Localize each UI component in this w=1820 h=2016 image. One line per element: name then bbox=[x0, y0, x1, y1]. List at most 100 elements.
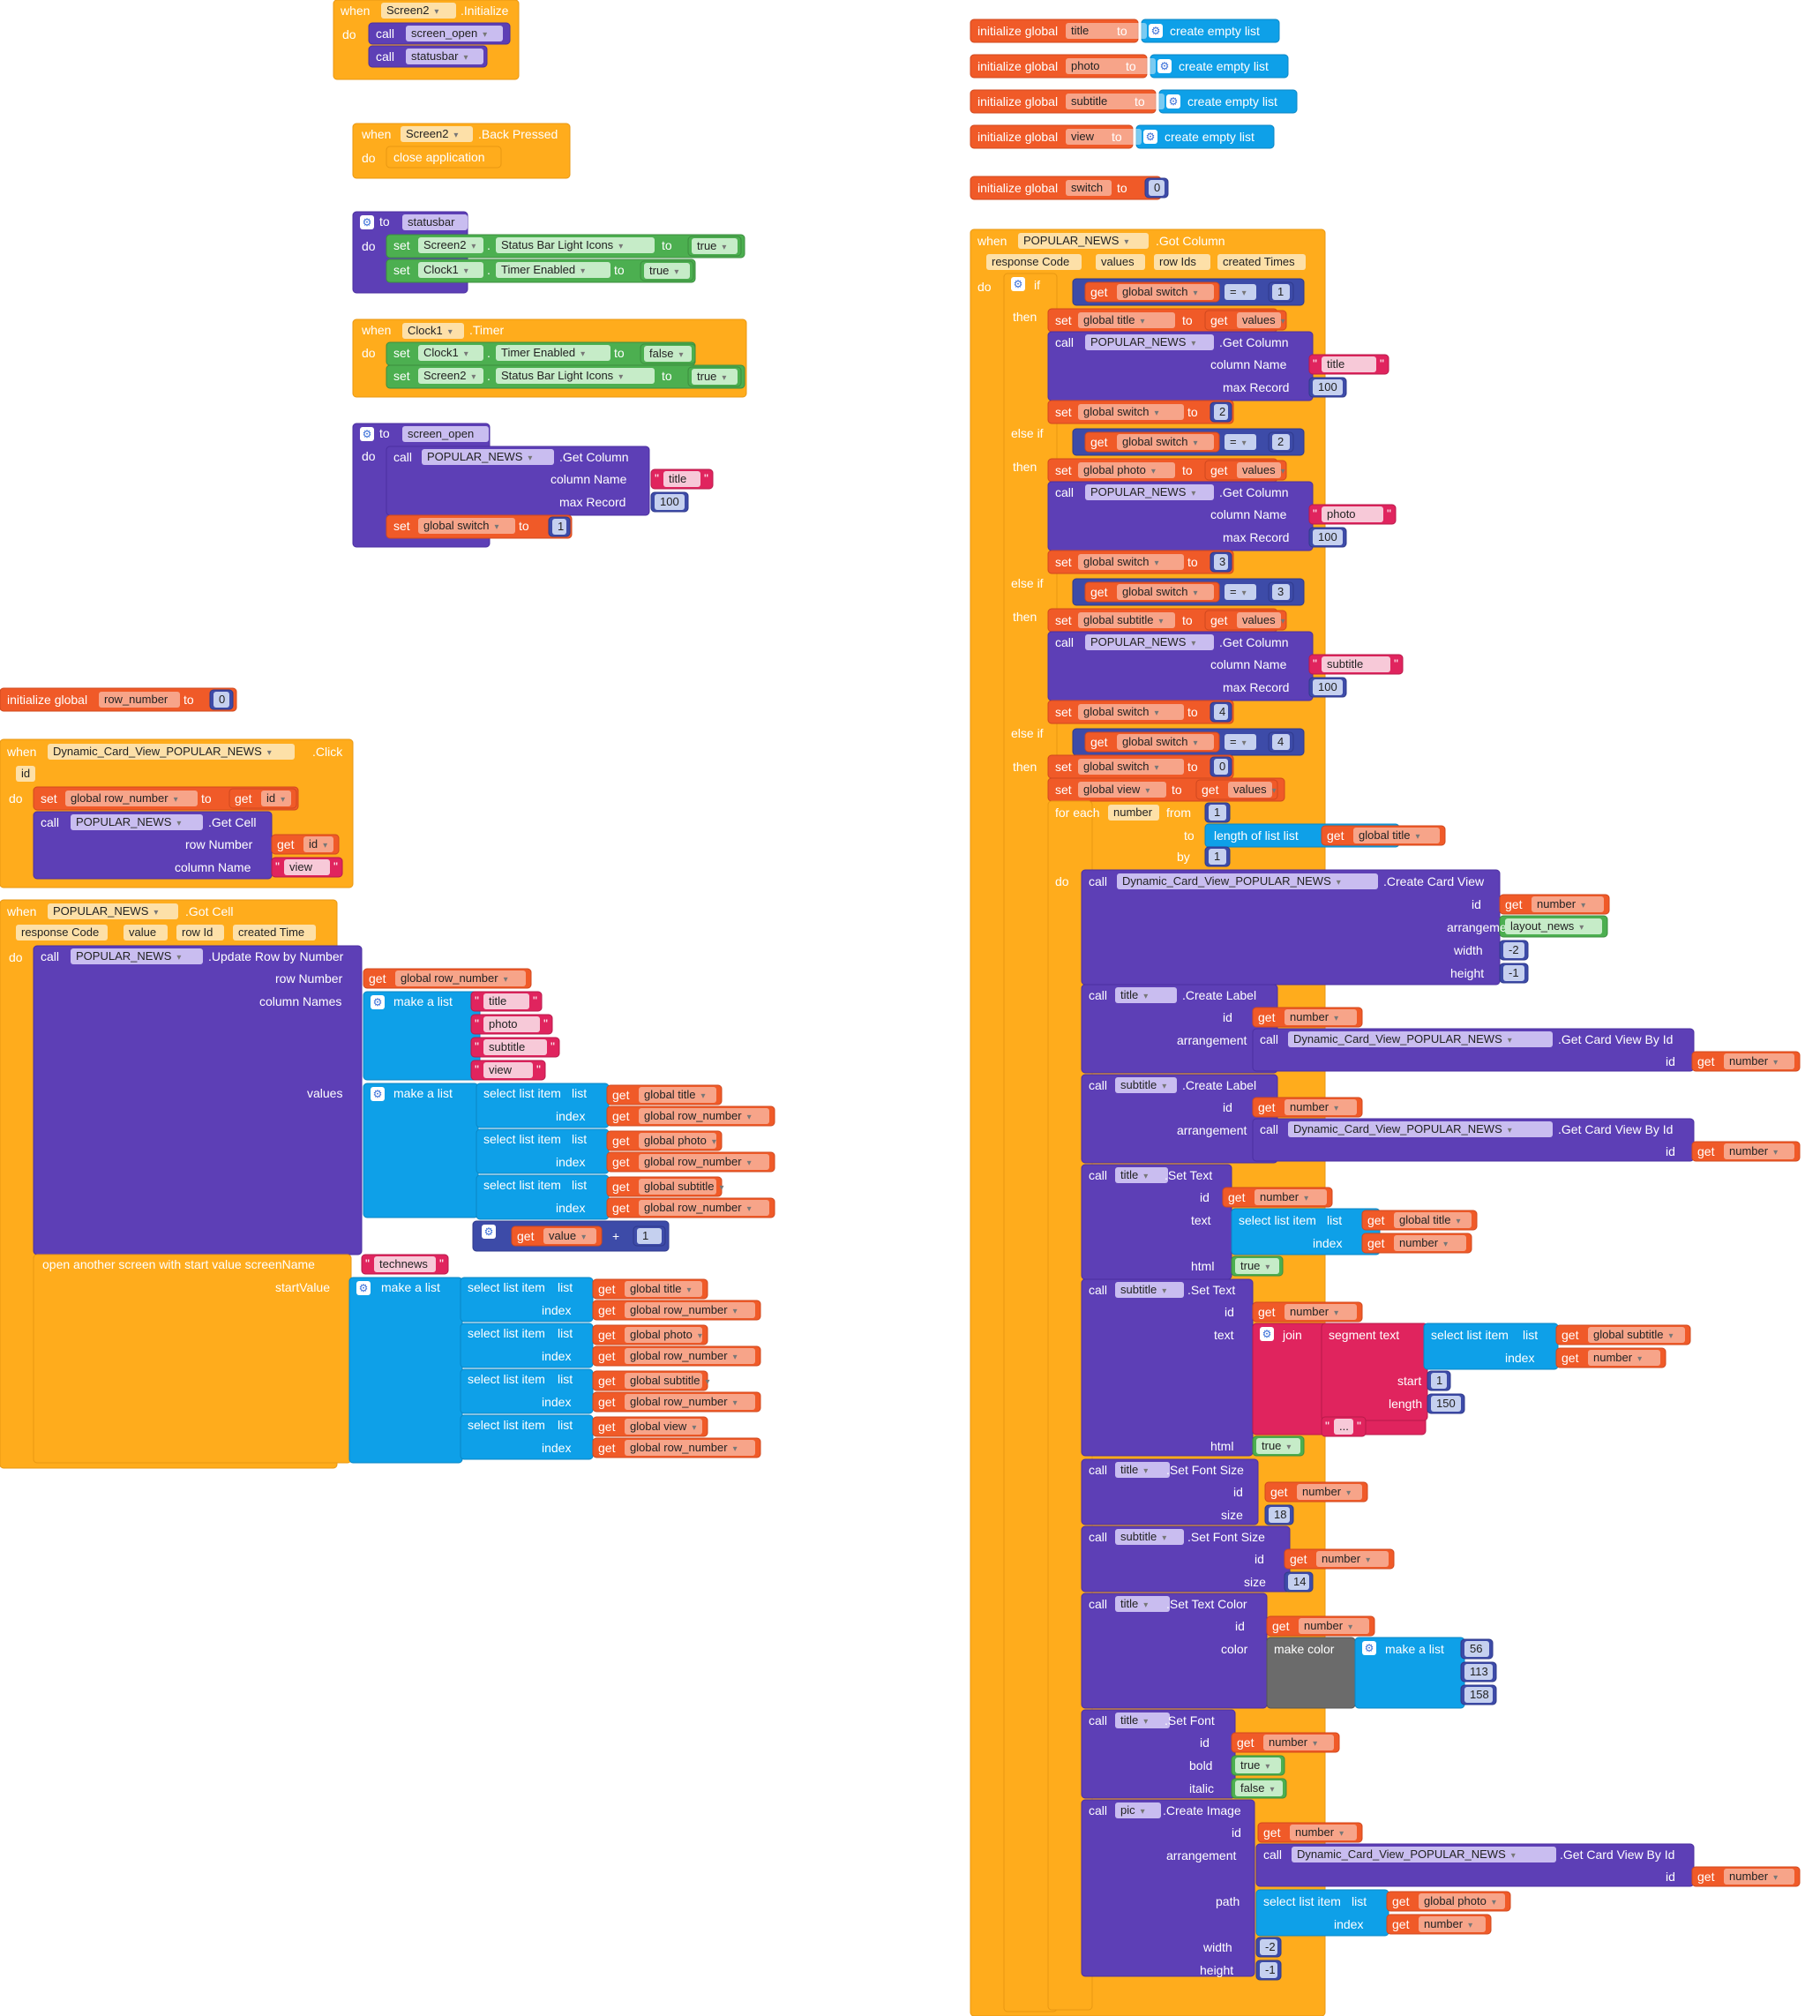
variable-dropdown[interactable]: values bbox=[1237, 312, 1281, 328]
component-dropdown[interactable]: Dynamic_Card_View_POPULAR_NEWS bbox=[1288, 1031, 1553, 1047]
variable-dropdown[interactable]: global row_number bbox=[639, 1200, 769, 1216]
variable-name-field[interactable]: subtitle bbox=[1066, 94, 1165, 109]
event-param[interactable]: value bbox=[124, 925, 168, 941]
variable-dropdown[interactable]: global title bbox=[1078, 312, 1175, 328]
variable-dropdown[interactable]: global row_number bbox=[625, 1348, 755, 1364]
init-global-list[interactable] bbox=[970, 19, 1139, 43]
variable-dropdown[interactable]: global photo bbox=[1419, 1893, 1505, 1909]
component-dropdown[interactable]: POPULAR_NEWS bbox=[1085, 334, 1214, 350]
mutator-gear-icon[interactable]: ⚙ bbox=[1260, 1327, 1274, 1341]
number-field[interactable]: 100 bbox=[1313, 679, 1343, 695]
number-field[interactable]: -2 bbox=[1260, 1939, 1277, 1955]
variable-dropdown[interactable]: number bbox=[1290, 1825, 1357, 1840]
variable-dropdown[interactable]: global photo bbox=[639, 1133, 716, 1149]
text-field[interactable]: technews bbox=[374, 1256, 436, 1272]
event-param[interactable]: values bbox=[1096, 254, 1145, 270]
component-dropdown[interactable]: subtitle bbox=[1115, 1529, 1184, 1545]
select-list-item-block[interactable] bbox=[460, 1368, 594, 1414]
component-dropdown[interactable]: Screen2 bbox=[418, 237, 483, 253]
number-field[interactable]: 100 bbox=[655, 494, 685, 510]
number-field[interactable]: 100 bbox=[1313, 529, 1343, 545]
number-field[interactable]: -2 bbox=[1503, 942, 1524, 958]
variable-dropdown[interactable]: number bbox=[1724, 1869, 1794, 1885]
mutator-gear-icon[interactable]: ⚙ bbox=[1011, 277, 1025, 291]
number-field[interactable]: 158 bbox=[1464, 1687, 1493, 1703]
component-dropdown[interactable]: subtitle bbox=[1115, 1077, 1177, 1093]
variable-dropdown[interactable]: global subtitle bbox=[639, 1179, 716, 1195]
number-field[interactable]: -1 bbox=[1260, 1962, 1277, 1978]
variable-dropdown[interactable]: values bbox=[1237, 462, 1281, 478]
select-list-item-block[interactable] bbox=[1231, 1208, 1381, 1255]
variable-dropdown[interactable]: global switch bbox=[1078, 704, 1184, 720]
event-param[interactable]: row Id bbox=[176, 925, 224, 941]
text-field[interactable]: subtitle bbox=[483, 1039, 547, 1055]
number-field[interactable]: 1 bbox=[1431, 1373, 1447, 1389]
select-list-item-block[interactable] bbox=[460, 1414, 594, 1460]
component-dropdown[interactable]: title bbox=[1115, 1712, 1170, 1728]
text-field[interactable]: view bbox=[483, 1062, 533, 1078]
mutator-gear-icon[interactable]: ⚙ bbox=[1166, 94, 1180, 109]
number-field[interactable]: 113 bbox=[1464, 1664, 1493, 1680]
event-param[interactable]: response Code bbox=[986, 254, 1082, 270]
variable-dropdown[interactable]: number bbox=[1419, 1916, 1486, 1932]
variable-dropdown[interactable]: global row_number bbox=[625, 1440, 755, 1456]
variable-dropdown[interactable]: global title bbox=[625, 1281, 702, 1297]
component-dropdown[interactable]: layout_news bbox=[1505, 918, 1602, 934]
variable-dropdown[interactable]: number bbox=[1316, 1551, 1389, 1567]
variable-dropdown[interactable]: global switch bbox=[1078, 759, 1184, 775]
variable-dropdown[interactable]: id bbox=[261, 791, 291, 806]
close-application-block[interactable] bbox=[386, 146, 502, 169]
select-list-item-block[interactable] bbox=[1423, 1323, 1559, 1370]
number-field[interactable]: 0 bbox=[213, 692, 229, 708]
event-param[interactable]: created Times bbox=[1217, 254, 1306, 270]
boolean-dropdown[interactable]: false bbox=[644, 346, 692, 362]
mutator-gear-icon[interactable]: ⚙ bbox=[371, 995, 385, 1009]
variable-dropdown[interactable]: number bbox=[1263, 1735, 1334, 1750]
variable-dropdown[interactable]: number bbox=[1394, 1235, 1466, 1251]
create-empty-list[interactable] bbox=[1158, 89, 1298, 114]
variable-dropdown[interactable]: values bbox=[1237, 612, 1281, 628]
variable-dropdown[interactable]: global photo bbox=[625, 1327, 702, 1343]
mutator-gear-icon[interactable]: ⚙ bbox=[1143, 130, 1157, 144]
boolean-dropdown[interactable]: true bbox=[1235, 1757, 1281, 1773]
variable-dropdown[interactable]: global switch bbox=[1117, 734, 1214, 750]
component-dropdown[interactable]: Dynamic_Card_View_POPULAR_NEWS bbox=[1292, 1847, 1556, 1862]
text-field[interactable]: view bbox=[284, 859, 330, 875]
variable-dropdown[interactable]: global photo bbox=[1078, 462, 1175, 478]
number-field[interactable]: 3 bbox=[1214, 554, 1228, 570]
component-dropdown[interactable]: Dynamic_Card_View_POPULAR_NEWS bbox=[48, 744, 295, 760]
variable-dropdown[interactable]: global switch bbox=[1117, 584, 1214, 600]
component-dropdown[interactable]: POPULAR_NEWS bbox=[48, 903, 178, 919]
segment-block[interactable] bbox=[1321, 1323, 1428, 1421]
property-dropdown[interactable]: Status Bar Light Icons bbox=[496, 368, 655, 384]
procedure-dropdown[interactable]: screen_open bbox=[406, 26, 503, 41]
number-field[interactable]: 100 bbox=[1313, 379, 1343, 395]
boolean-dropdown[interactable]: true bbox=[644, 263, 690, 279]
select-list-item-block[interactable] bbox=[476, 1083, 610, 1128]
property-dropdown[interactable]: Status Bar Light Icons bbox=[496, 237, 655, 253]
number-field[interactable]: 4 bbox=[1272, 734, 1290, 750]
component-dropdown[interactable]: Clock1 bbox=[418, 345, 483, 361]
boolean-dropdown[interactable]: true bbox=[1235, 1258, 1279, 1274]
text-field[interactable]: title bbox=[663, 471, 700, 487]
variable-dropdown[interactable]: number bbox=[1724, 1143, 1794, 1159]
variable-dropdown[interactable]: global switch bbox=[418, 518, 515, 534]
operator-dropdown[interactable]: = bbox=[1225, 584, 1256, 600]
number-field[interactable]: -1 bbox=[1503, 965, 1524, 981]
variable-name-field[interactable]: title bbox=[1066, 23, 1147, 39]
component-dropdown[interactable]: title bbox=[1115, 1167, 1168, 1183]
component-dropdown[interactable]: POPULAR_NEWS bbox=[71, 814, 203, 830]
mutator-gear-icon[interactable]: ⚙ bbox=[1362, 1641, 1376, 1655]
variable-dropdown[interactable]: global title bbox=[639, 1087, 716, 1103]
component-dropdown[interactable]: title bbox=[1115, 987, 1177, 1003]
init-global-list[interactable] bbox=[970, 89, 1157, 114]
event-param[interactable]: response Code bbox=[16, 925, 108, 941]
component-dropdown[interactable]: Screen2 bbox=[418, 368, 483, 384]
operator-dropdown[interactable]: = bbox=[1225, 284, 1256, 300]
loop-variable-field[interactable]: number bbox=[1108, 805, 1159, 821]
number-field[interactable]: 1 bbox=[1209, 849, 1226, 865]
number-field[interactable]: 1 bbox=[552, 519, 566, 535]
variable-dropdown[interactable]: global row_number bbox=[65, 791, 198, 806]
number-field[interactable]: 1 bbox=[637, 1228, 662, 1244]
mutator-gear-icon[interactable]: ⚙ bbox=[360, 427, 374, 441]
